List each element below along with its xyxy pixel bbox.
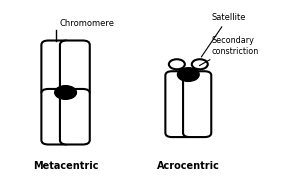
Text: Chromomere: Chromomere xyxy=(59,19,114,28)
FancyBboxPatch shape xyxy=(41,89,71,144)
FancyBboxPatch shape xyxy=(60,41,90,96)
FancyBboxPatch shape xyxy=(60,89,90,144)
Text: Secondary
constriction: Secondary constriction xyxy=(199,36,258,66)
Text: Satellite: Satellite xyxy=(201,13,246,57)
FancyBboxPatch shape xyxy=(183,71,211,137)
Circle shape xyxy=(169,59,185,69)
FancyBboxPatch shape xyxy=(165,71,194,137)
Text: Metacentric: Metacentric xyxy=(33,162,98,171)
Circle shape xyxy=(55,86,77,99)
FancyBboxPatch shape xyxy=(41,41,71,96)
Text: Acrocentric: Acrocentric xyxy=(157,162,220,171)
Circle shape xyxy=(178,68,199,81)
Circle shape xyxy=(192,59,208,69)
